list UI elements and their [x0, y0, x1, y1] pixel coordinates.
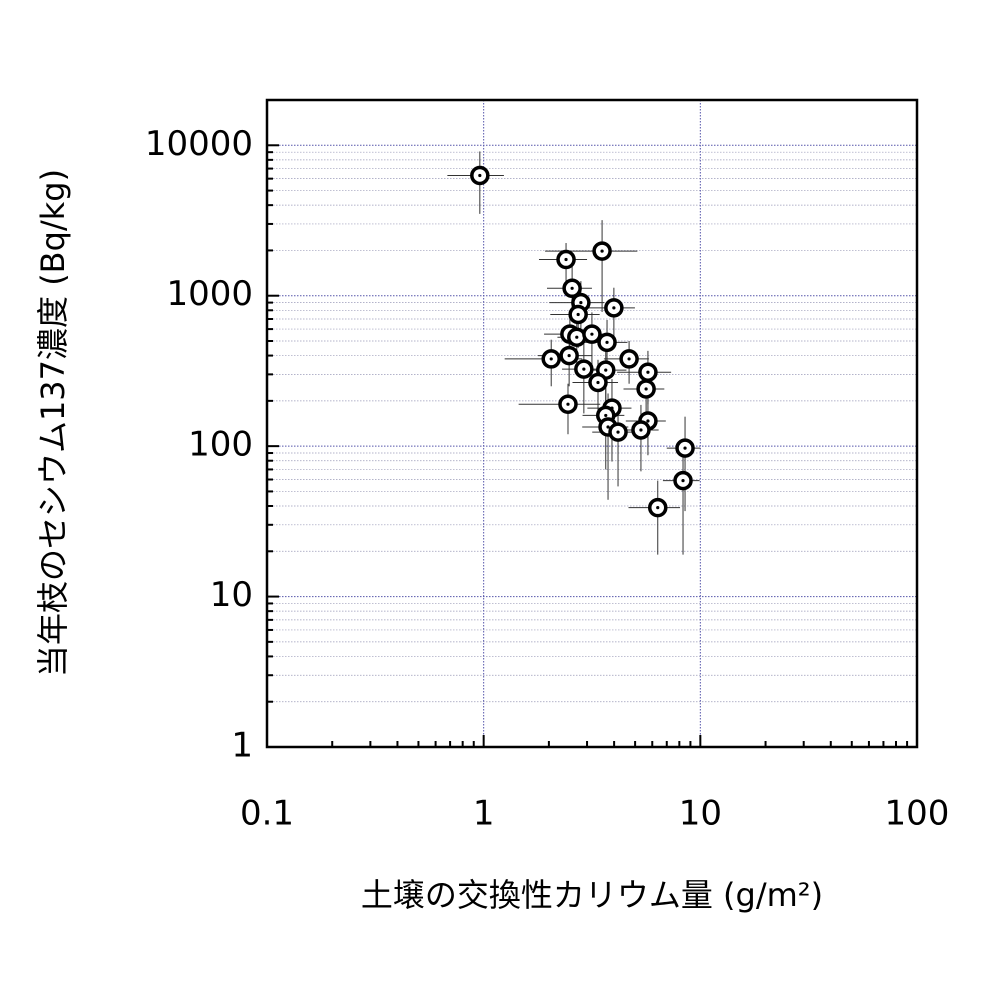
plot-frame: [265, 98, 919, 749]
point-center: [639, 428, 643, 432]
y-tick-label: 1000: [166, 274, 253, 314]
point-center: [616, 430, 620, 434]
y-tick-label: 10: [210, 575, 253, 615]
point-center: [478, 173, 482, 178]
point-center: [605, 340, 609, 344]
point-center: [681, 479, 685, 483]
x-tick-label: 0.1: [240, 794, 294, 834]
point-center: [579, 300, 583, 305]
point-center: [600, 249, 604, 253]
x-tick-label: 1: [473, 794, 495, 834]
point-center: [549, 357, 553, 361]
point-center: [576, 312, 580, 317]
point-center: [582, 367, 586, 371]
point-center: [646, 419, 650, 423]
y-axis-title: 当年枝のセシウム137濃度 (Bq/kg): [34, 169, 72, 677]
x-tick-label: 10: [679, 794, 722, 834]
y-tick-label: 1: [231, 726, 253, 766]
point-center: [604, 368, 608, 372]
point-center: [644, 387, 648, 391]
point-center: [566, 402, 570, 406]
point-center: [575, 335, 579, 339]
y-tick-label: 10000: [145, 124, 253, 164]
point-center: [627, 357, 631, 361]
point-center: [567, 353, 571, 358]
y-tick-label: 100: [188, 425, 253, 465]
point-center: [646, 370, 650, 374]
x-axis-title: 土壌の交換性カリウム量 (g/m²): [361, 876, 823, 914]
point-center: [570, 286, 574, 290]
point-center: [683, 446, 687, 450]
point-center: [656, 506, 660, 510]
x-tick-label: 100: [885, 794, 950, 834]
point-center: [606, 425, 610, 429]
point-center: [564, 257, 568, 262]
point-center: [604, 413, 608, 418]
point-center: [596, 380, 600, 385]
point-center: [590, 332, 594, 336]
point-center: [612, 306, 616, 310]
